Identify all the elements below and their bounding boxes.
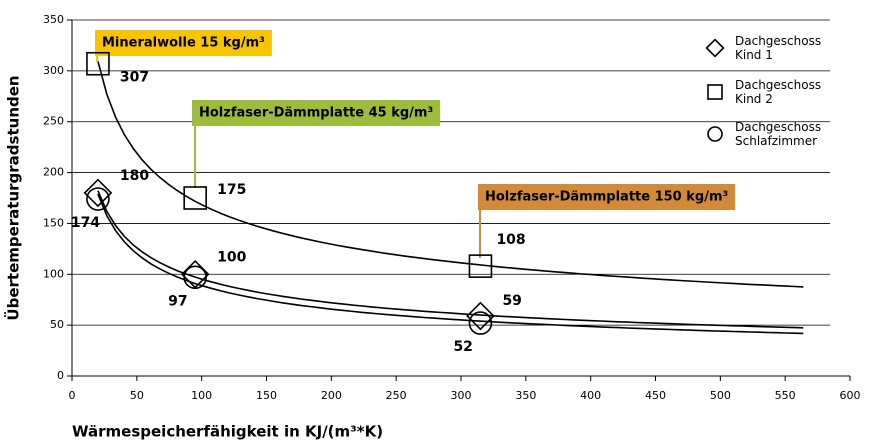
data-label: 52 [453, 339, 472, 355]
y-tick-label: 0 [57, 369, 64, 382]
circle-marker [86, 187, 110, 211]
y-tick-label: 150 [43, 216, 64, 229]
y-tick-label: 200 [43, 166, 64, 179]
x-tick-label: 300 [451, 389, 472, 402]
y-tick-label: 300 [43, 64, 64, 77]
legend-label: Dachgeschoss Kind 2 [735, 78, 822, 106]
x-axis-label: Wärmespeicherfähigkeit in KJ/(m³*K) [72, 423, 383, 441]
data-label: 97 [168, 293, 187, 309]
square-marker [86, 51, 110, 76]
annotation-text: Mineralwolle 15 kg/m³ [102, 36, 265, 51]
data-label: 59 [502, 293, 521, 309]
data-label: 100 [217, 249, 246, 265]
diamond-marker [705, 38, 725, 58]
data-label: 175 [217, 182, 246, 198]
x-tick-label: 600 [840, 389, 861, 402]
trend-curve [97, 193, 804, 335]
x-tick-label: 200 [321, 389, 342, 402]
y-axis-label: Übertemperaturgradstunden [4, 75, 23, 320]
square-marker [468, 254, 493, 278]
square-marker [183, 186, 207, 210]
y-tick-label: 50 [50, 318, 64, 331]
square-marker [707, 84, 723, 100]
x-tick-label: 350 [515, 389, 536, 402]
x-tick-label: 450 [645, 389, 666, 402]
data-label: 108 [496, 232, 525, 248]
y-tick-label: 250 [43, 115, 64, 128]
x-tick-label: 50 [130, 389, 144, 402]
x-tick-label: 150 [256, 389, 277, 402]
x-tick-label: 0 [69, 389, 76, 402]
data-label: 180 [120, 168, 149, 184]
y-tick-label: 100 [43, 267, 64, 280]
annotation-text: Holzfaser-Dämmplatte 150 kg/m³ [485, 190, 728, 205]
circle-marker [183, 265, 207, 290]
trend-curve [97, 190, 804, 329]
x-tick-label: 550 [775, 389, 796, 402]
trend-curve [97, 60, 804, 288]
annotation-box [95, 30, 272, 56]
y-tick-label: 350 [43, 13, 64, 26]
x-tick-label: 500 [710, 389, 731, 402]
annotation-box [478, 184, 736, 210]
annotation-box [192, 100, 441, 126]
annotation-text: Holzfaser-Dämmplatte 45 kg/m³ [199, 106, 433, 121]
x-tick-label: 400 [580, 389, 601, 402]
data-label: 174 [71, 215, 100, 231]
data-label: 307 [120, 70, 149, 86]
circle-marker [707, 126, 723, 142]
circle-marker [468, 311, 493, 335]
diamond-marker [83, 178, 113, 208]
diamond-marker [466, 301, 495, 331]
x-tick-label: 250 [386, 389, 407, 402]
legend-label: Dachgeschoss Schlafzimmer [735, 120, 822, 148]
x-tick-label: 100 [191, 389, 212, 402]
legend-label: Dachgeschoss Kind 1 [735, 34, 822, 62]
